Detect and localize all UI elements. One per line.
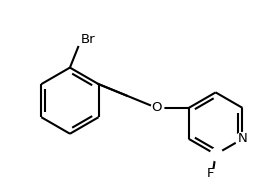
Text: N: N xyxy=(238,132,247,145)
Text: Br: Br xyxy=(80,33,95,46)
Text: O: O xyxy=(151,101,162,114)
Text: F: F xyxy=(207,167,214,180)
